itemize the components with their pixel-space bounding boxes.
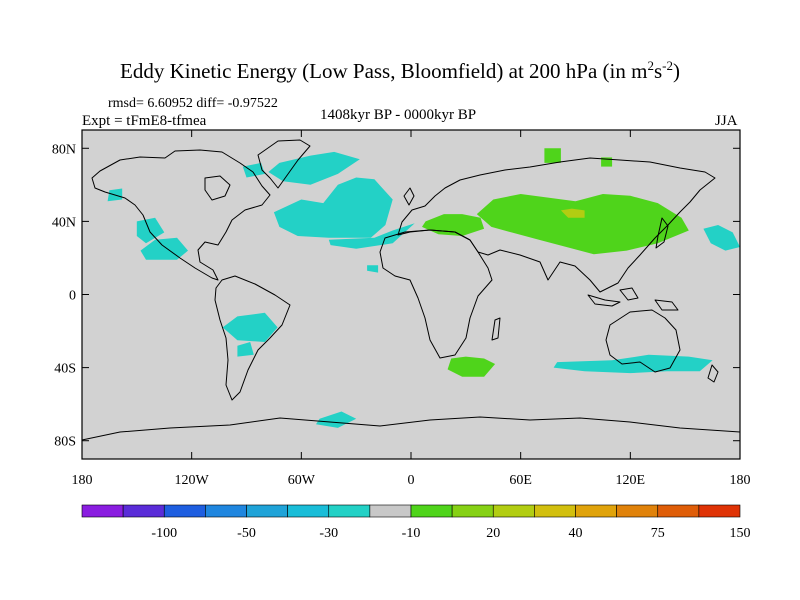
anomaly-region-10 (316, 411, 357, 428)
anomaly-region-8 (222, 312, 278, 342)
colorbar-box-7 (328, 504, 371, 518)
colorbar-box-2 (122, 504, 165, 518)
y-tick-label: 80S (54, 435, 76, 450)
x-tick-label: 120W (175, 473, 210, 488)
anomaly-region-13 (367, 265, 379, 273)
colorbar-label: -10 (402, 526, 421, 541)
colorbar-box-4 (205, 504, 247, 518)
colorbar-box-8 (369, 504, 412, 518)
colorbar: -100 -50 -30 -10 20 40 75 150 (81, 504, 751, 541)
anomaly-region-1 (268, 151, 360, 185)
x-tick-label: 180 (72, 473, 93, 488)
season-label: JJA (715, 113, 738, 129)
x-tick-label: 60W (288, 473, 316, 488)
colorbar-label: 150 (730, 526, 751, 541)
colorbar-box-12 (534, 504, 576, 518)
y-tick-label: 0 (69, 289, 76, 304)
anomaly-region-15 (476, 194, 689, 255)
y-tick-label: 40S (54, 362, 76, 377)
colorbar-label: 40 (569, 526, 583, 541)
colorbar-label: 75 (651, 526, 665, 541)
anomaly-region-12 (703, 225, 740, 251)
chart-title: Eddy Kinetic Energy (Low Pass, Bloomfiel… (120, 58, 680, 83)
y-tick-label: 80N (52, 142, 76, 157)
axis-ticks: 180 120W 60W 0 60E 120E 180 80N 40N 0 40S 80S (52, 130, 751, 488)
colorbar-box-1 (81, 504, 124, 518)
anomaly-region-2 (242, 162, 265, 178)
anomaly-region-7 (328, 223, 415, 249)
period-label: 1408kyr BP - 0000kyr BP (320, 107, 477, 123)
colorbar-label: -50 (237, 526, 256, 541)
anomaly-region-16 (544, 148, 561, 163)
y-tick-label: 40N (52, 215, 76, 230)
colorbar-box-10 (451, 504, 494, 518)
colorbar-box-9 (410, 504, 453, 518)
coastlines (81, 139, 741, 441)
colorbar-box-6 (287, 504, 330, 518)
rmsd-diff-stats: rmsd= 6.60952 diff= -0.97522 (108, 96, 278, 111)
anomaly-region-4 (136, 217, 165, 244)
x-tick-label: 60E (509, 473, 532, 488)
anomaly-region-11 (553, 354, 713, 374)
map-background (82, 130, 740, 459)
colorbar-label: 20 (486, 526, 500, 541)
colorbar-label: -30 (319, 526, 338, 541)
anomaly-regions (107, 148, 740, 428)
anomaly-region-9 (237, 342, 254, 357)
colorbar-label: -100 (151, 526, 177, 541)
colorbar-box-15 (657, 504, 700, 518)
colorbar-box-14 (616, 504, 659, 518)
colorbar-box-5 (246, 504, 288, 518)
x-tick-label: 180 (730, 473, 751, 488)
x-tick-label: 120E (616, 473, 646, 488)
colorbar-box-16 (698, 504, 741, 518)
colorbar-box-3 (163, 504, 206, 518)
colorbar-box-13 (575, 504, 617, 518)
anomaly-region-18 (447, 356, 496, 377)
anomaly-region-19 (560, 208, 585, 218)
x-tick-label: 0 (408, 473, 415, 488)
experiment-label: Expt = tFmE8-tfmea (82, 113, 207, 129)
anomaly-region-6 (273, 177, 393, 238)
colorbar-box-11 (492, 504, 535, 518)
anomaly-region-5 (140, 237, 188, 260)
